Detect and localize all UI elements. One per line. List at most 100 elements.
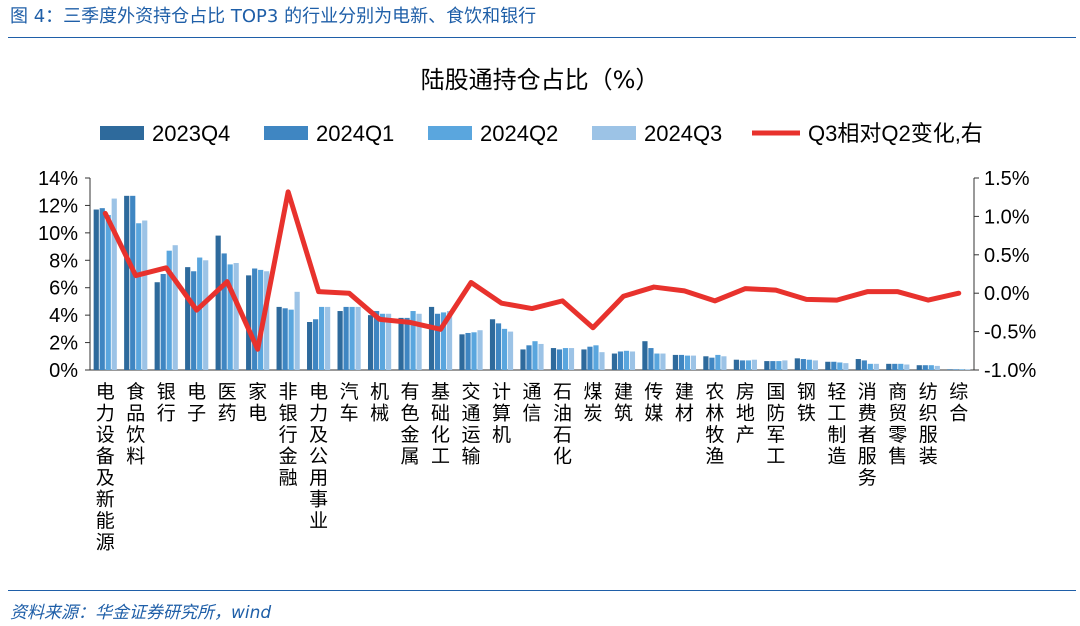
source-divider — [8, 590, 1076, 591]
line-point — [713, 299, 717, 303]
line-point — [652, 285, 656, 289]
category-label: 房地产 — [736, 381, 755, 446]
bar-2024Q1 — [434, 313, 441, 370]
bar-2024Q2 — [349, 306, 355, 370]
bar-2023Q4 — [764, 361, 770, 370]
bar-2023Q4 — [337, 311, 343, 370]
category-label: 石油石化 — [553, 381, 572, 468]
bar-2024Q3 — [416, 313, 422, 370]
category-label: 汽车 — [340, 381, 359, 425]
bar-2024Q3 — [538, 343, 544, 370]
bar-2024Q1 — [861, 360, 867, 370]
line-point — [774, 288, 778, 292]
category-label: 轻工制造 — [827, 381, 846, 468]
bar-2024Q3 — [782, 360, 788, 370]
bars — [93, 195, 971, 370]
line-point — [347, 291, 351, 295]
category-label: 消费者服务 — [858, 381, 877, 489]
bar-2024Q2 — [837, 362, 843, 370]
bar-2024Q3 — [507, 331, 514, 370]
bar-2023Q4 — [367, 315, 374, 370]
line-point — [439, 327, 443, 331]
line-point — [896, 290, 900, 294]
bar-2024Q2 — [501, 328, 508, 370]
category-label: 综合 — [949, 381, 968, 425]
bar-2024Q3 — [477, 330, 483, 370]
category-label: 非银行金融 — [279, 381, 298, 489]
line-point — [103, 211, 107, 215]
bar-2024Q1 — [922, 365, 928, 370]
bar-2024Q3 — [812, 360, 818, 370]
category-label: 建筑 — [614, 381, 633, 425]
bar-2024Q1 — [617, 351, 624, 370]
line-point — [164, 266, 168, 270]
left-tick-label: 0% — [49, 360, 78, 382]
bar-2024Q2 — [898, 363, 904, 370]
line-point — [195, 308, 199, 312]
bar-2024Q1 — [221, 253, 227, 370]
bar-2023Q4 — [611, 353, 618, 370]
bar-2024Q1 — [831, 361, 837, 370]
bar-2024Q3 — [111, 198, 117, 370]
bar-2023Q4 — [93, 209, 99, 370]
bar-2024Q3 — [843, 363, 849, 370]
line-point — [835, 298, 839, 302]
category-label: 有色金属 — [401, 381, 420, 468]
bar-2024Q1 — [678, 354, 685, 370]
bar-2024Q3 — [446, 311, 453, 370]
bar-2023Q4 — [855, 359, 861, 370]
bar-2024Q2 — [745, 360, 751, 370]
bar-2024Q3 — [904, 364, 910, 370]
bar-2024Q3 — [629, 351, 636, 370]
left-tick-label: 10% — [38, 223, 78, 245]
bar-2024Q1 — [770, 361, 776, 370]
line-point — [560, 299, 564, 303]
left-tick-label: 6% — [49, 278, 78, 300]
bar-2024Q2 — [593, 345, 599, 370]
bar-2024Q3 — [660, 353, 666, 370]
bar-2024Q1 — [800, 359, 806, 370]
bar-2024Q2 — [715, 354, 721, 370]
left-tick-label: 8% — [49, 250, 78, 272]
category-label: 建材 — [675, 381, 694, 425]
bar-2023Q4 — [947, 369, 953, 370]
bar-2024Q2 — [471, 332, 477, 370]
line-point — [317, 290, 321, 294]
left-tick-label: 12% — [38, 195, 78, 217]
line-point — [225, 280, 229, 284]
line-point — [957, 291, 961, 295]
category-label: 食品饮料 — [126, 381, 145, 468]
line-point — [134, 274, 138, 278]
bar-2024Q3 — [325, 306, 331, 370]
category-label: 商贸零售 — [888, 381, 907, 468]
bar-2024Q1 — [953, 369, 959, 370]
bar-2024Q3 — [721, 356, 727, 370]
line-point — [469, 280, 473, 284]
legend-swatch — [264, 126, 308, 140]
line-point — [621, 294, 625, 298]
bar-2023Q4 — [825, 361, 831, 370]
line-point — [378, 317, 382, 321]
bar-2024Q1 — [495, 323, 502, 370]
bar-2024Q2 — [227, 264, 233, 370]
bar-2024Q2 — [410, 311, 416, 370]
legend-label: 2024Q3 — [644, 121, 722, 146]
bar-2024Q3 — [751, 359, 757, 370]
left-tick-label: 4% — [49, 305, 78, 327]
bar-2024Q2 — [258, 269, 264, 370]
bar-2024Q2 — [105, 215, 111, 370]
bar-2024Q3 — [599, 352, 605, 370]
category-label: 医药 — [218, 381, 237, 425]
legend-swatch — [428, 126, 472, 140]
bar-2024Q2 — [197, 257, 203, 370]
legend: 2023Q4 2024Q1 2024Q2 2024Q3 Q3相对Q2变化,右 — [100, 121, 983, 146]
right-tick-label: -0.5% — [984, 322, 1036, 344]
bar-2024Q2 — [684, 355, 691, 370]
bar-2024Q2 — [654, 353, 660, 370]
bar-2023Q4 — [916, 365, 922, 370]
bar-2023Q4 — [733, 359, 739, 370]
category-label: 计算机 — [492, 381, 511, 446]
category-label: 通信 — [522, 381, 541, 425]
line-point — [591, 326, 595, 330]
bar-2024Q1 — [526, 345, 532, 370]
